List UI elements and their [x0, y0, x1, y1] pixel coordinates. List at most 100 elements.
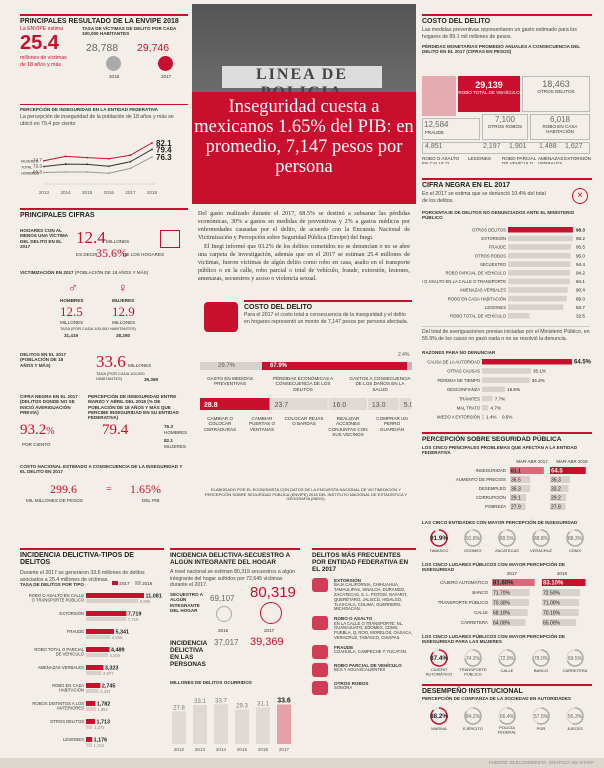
crime-icon	[312, 644, 328, 659]
secuestro-circle-2017	[260, 602, 282, 624]
no-denunciados-title: PORCENTAJE DE DELITOS NO DENUNCIADOS ANT…	[422, 210, 575, 221]
frecuente-item: ROBO O ASALTO EN LA CALLE O TRANSPORTE: N…	[312, 616, 416, 641]
bar-2018	[542, 579, 586, 586]
value-label: 89.0	[576, 296, 585, 301]
ring-arc	[464, 529, 482, 547]
x-tick-label: 2016	[104, 190, 115, 195]
value-2017: 64.00%	[493, 621, 511, 627]
category-label: AUTOMÁTICO	[426, 672, 453, 677]
percepcion-number: 79.4	[102, 422, 129, 438]
series-point	[64, 155, 67, 158]
medida-value: 5.0	[404, 402, 412, 409]
bar-2017	[86, 593, 144, 598]
value-label: 64.5%	[574, 360, 592, 366]
incidencia-title: INCIDENCIA DELICTIVA-TIPOS DE DELITOS	[20, 548, 164, 566]
value-2017: 5,341	[115, 630, 129, 636]
pct-679: 67.9%	[270, 363, 288, 369]
costo-delito-section: COSTO DEL DELITO Las medidas preventivas…	[422, 14, 592, 164]
no-denunciados-chart: OTROS DELITOS 98.3 EXTORSIÓN 98.2 FRAUDE 95.5…	[422, 227, 585, 319]
costo-label: COSTO NACIONAL ESTIMADO A CONSECUENCIA D…	[20, 464, 183, 475]
value-label: 57.5%	[534, 714, 549, 720]
label-2016: 2016	[109, 74, 120, 79]
secuestro-section: INCIDENCIA DELICTIVA-SECUESTRO A ALGÚN I…	[170, 548, 300, 756]
ring-arc	[566, 529, 584, 547]
fraude-value: 12,584	[424, 120, 449, 129]
value-2017: 70.30%	[493, 601, 511, 607]
segment-salud	[407, 362, 412, 370]
value-label: 89.5%	[500, 536, 515, 542]
value-label: 33.7	[215, 698, 227, 704]
lesiones-label: LESIONES	[468, 156, 491, 161]
value-label: 69.5%	[568, 656, 583, 662]
ring-arc	[566, 649, 584, 667]
category-label: CAJERO	[431, 667, 447, 672]
secuestro-text: A nivel nacional se estiman 80,319 secue…	[170, 569, 295, 588]
series-point	[107, 172, 110, 175]
percepcion-hombres-label: HOMBRES	[164, 430, 188, 435]
category-label: VERACRUZ	[530, 548, 553, 553]
bar-2016	[86, 671, 102, 675]
legend-2016: 2016	[142, 581, 153, 586]
personas-title: INCIDENCIA DELICTIVA EN LAS PERSONAS	[170, 640, 208, 668]
ring-arc	[499, 707, 516, 725]
ring-arc	[464, 649, 482, 667]
category-label: CARRETERA	[563, 668, 588, 673]
value-label: 32.5	[576, 314, 585, 319]
hombres-tasa: 31,419	[64, 333, 79, 338]
medida-d: REALIZAR ACCIONES CONJUNTAS CON SUS VECI…	[328, 416, 368, 437]
value-label: 90.4	[576, 288, 585, 293]
money-icon	[204, 302, 238, 332]
extra-label: 0.5%	[502, 415, 512, 420]
x-tick-label: 2012	[174, 747, 185, 752]
value-2018: 33.2	[551, 487, 561, 493]
end-label: 79.4	[156, 145, 172, 154]
bar	[508, 295, 567, 302]
bar	[482, 405, 489, 411]
category-label: FRAUDE	[67, 629, 84, 634]
medida-bar	[399, 398, 411, 410]
bar-2018	[550, 485, 569, 492]
robo-casa-value: 6,018	[549, 115, 571, 124]
bar-2018	[542, 619, 577, 626]
value-label: 1.4%	[486, 415, 496, 420]
desempeno-sub: PERCEPCIÓN DE CONFIANZA DE LA SOCIEDAD E…	[422, 696, 571, 701]
tasa-label: TASA (POR CADA 100,000 HABITANTES)	[60, 326, 136, 331]
incidencia-text: Durante el 2017 se generaron 33.6 millon…	[20, 570, 145, 583]
series-point	[64, 171, 67, 173]
ring-arc	[572, 707, 584, 725]
bar-2018	[542, 609, 579, 616]
bar-2018	[542, 589, 580, 596]
value-label: 33.6	[277, 697, 291, 704]
frecuente-name: EXTORSIÓN	[334, 578, 361, 583]
value-label: 29.3	[236, 704, 248, 710]
x-tick-label: 2017	[279, 747, 290, 752]
mujeres-number: 12.9	[112, 304, 135, 319]
people-icon-2017	[158, 56, 173, 71]
frecuente-states: EN LA CALLE O TRANSPORTE: NL, GUANAJUATO…	[334, 620, 413, 641]
cifra-negra-pct: %	[46, 426, 55, 437]
otros-robos-value: 7,100	[494, 115, 516, 124]
value-2017: 68.10%	[493, 611, 511, 617]
value-2017: 29.1	[511, 496, 521, 502]
mujeres-tasa: 28,280	[116, 333, 131, 338]
costo-unit: MIL MILLONES DE PESOS	[26, 498, 83, 503]
tasa-victimas-title: TASA DE VÍCTIMAS DE DELITO POR CADA 100,…	[82, 26, 177, 37]
category-label: EDOMEX	[464, 548, 482, 553]
legend-swatch-2016	[134, 581, 141, 585]
lesiones-value: 2,197	[483, 143, 501, 150]
frecuentes-title: DELITOS MÁS FRECUENTES POR ENTIDAD FEDER…	[312, 548, 416, 573]
costo-pib: 1.65%	[130, 482, 161, 496]
value-2018: 27.8	[551, 505, 561, 511]
bar-2017	[86, 683, 101, 688]
value-label: 83.7	[576, 305, 585, 310]
crime-icon	[312, 578, 328, 592]
category-label: POBREZA	[485, 504, 506, 509]
col-header: MAR-ABR 2017	[516, 459, 548, 464]
category-label: CDMX	[569, 548, 581, 553]
category-label: OTRAS CAUSAS	[447, 369, 480, 374]
series-point	[86, 163, 89, 166]
medida-value: 16.0	[333, 402, 347, 409]
bar-2018	[550, 467, 586, 474]
bar-2017	[86, 647, 110, 652]
series-point	[86, 171, 89, 173]
